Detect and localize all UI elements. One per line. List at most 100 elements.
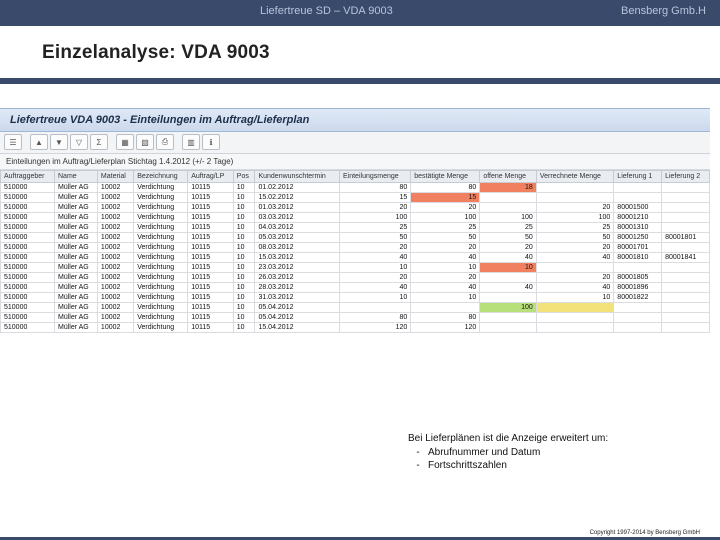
table-cell — [536, 263, 613, 273]
table-cell: 80001896 — [614, 283, 662, 293]
table-row[interactable]: 510000Müller AG10002Verdichtung101151015… — [1, 253, 710, 263]
table-cell: 20 — [536, 203, 613, 213]
table-cell — [480, 273, 537, 283]
help-icon[interactable]: ℹ — [202, 134, 220, 150]
table-row[interactable]: 510000Müller AG10002Verdichtung101151008… — [1, 243, 710, 253]
table-cell: 20 — [411, 203, 480, 213]
table-cell: 80001701 — [614, 243, 662, 253]
grid[interactable]: AuftraggeberNameMaterialBezeichnungAuftr… — [0, 170, 710, 333]
table-cell: 20 — [340, 243, 411, 253]
table-cell: 15.03.2012 — [255, 253, 340, 263]
table-row[interactable]: 510000Müller AG10002Verdichtung101151028… — [1, 283, 710, 293]
table-cell: 100 — [411, 213, 480, 223]
table-cell — [662, 213, 710, 223]
table-cell: 80 — [411, 313, 480, 323]
table-row[interactable]: 510000Müller AG10002Verdichtung101151005… — [1, 233, 710, 243]
table-cell: 26.03.2012 — [255, 273, 340, 283]
table-cell: 120 — [411, 323, 480, 333]
sum-icon[interactable]: Σ — [90, 134, 108, 150]
excel-icon[interactable]: ▧ — [136, 134, 154, 150]
table-row[interactable]: 510000Müller AG10002Verdichtung101151023… — [1, 263, 710, 273]
column-header[interactable]: Einteilungsmenge — [340, 171, 411, 183]
column-header[interactable]: Bezeichnung — [134, 171, 188, 183]
column-header[interactable]: Kundenwunschtermin — [255, 171, 340, 183]
table-cell — [662, 243, 710, 253]
table-cell — [662, 303, 710, 313]
table-cell — [662, 183, 710, 193]
column-header[interactable]: Name — [55, 171, 98, 183]
table-row[interactable]: 510000Müller AG10002Verdichtung101151001… — [1, 203, 710, 213]
notes-bullet-1: Abrufnummer und Datum — [428, 447, 540, 458]
table-cell: 28.03.2012 — [255, 283, 340, 293]
table-cell: Müller AG — [55, 303, 98, 313]
table-row[interactable]: 510000Müller AG10002Verdichtung101151015… — [1, 193, 710, 203]
table-cell: 20 — [340, 273, 411, 283]
table-row[interactable]: 510000Müller AG10002Verdichtung101151026… — [1, 273, 710, 283]
table-cell: Verdichtung — [134, 243, 188, 253]
table-cell: 10115 — [188, 183, 234, 193]
divider-strip — [0, 78, 720, 84]
column-header[interactable]: Lieferung 1 — [614, 171, 662, 183]
table-cell: 510000 — [1, 183, 55, 193]
table-cell: 20 — [536, 273, 613, 283]
table-cell: 10 — [233, 293, 255, 303]
table-cell: 25 — [340, 223, 411, 233]
top-bar-brand: Bensberg Gmb.H — [621, 5, 706, 17]
table-cell — [536, 323, 613, 333]
table-cell: 10 — [233, 203, 255, 213]
table-cell: 100 — [340, 213, 411, 223]
table-cell: 510000 — [1, 313, 55, 323]
column-header[interactable]: Auftraggeber — [1, 171, 55, 183]
column-header[interactable]: Pos — [233, 171, 255, 183]
column-header[interactable]: Lieferung 2 — [662, 171, 710, 183]
table-cell: Müller AG — [55, 263, 98, 273]
column-header[interactable]: offene Menge — [480, 171, 537, 183]
table-cell — [480, 323, 537, 333]
filter-icon[interactable]: ▽ — [70, 134, 88, 150]
column-header[interactable]: bestätigte Menge — [411, 171, 480, 183]
table-cell: 80 — [340, 183, 411, 193]
table-cell: 80001500 — [614, 203, 662, 213]
table-cell — [536, 193, 613, 203]
table-cell: 510000 — [1, 203, 55, 213]
table-cell: 10 — [536, 293, 613, 303]
table-row[interactable]: 510000Müller AG10002Verdichtung101151003… — [1, 213, 710, 223]
table-row[interactable]: 510000Müller AG10002Verdichtung101151005… — [1, 303, 710, 313]
table-cell: 15.02.2012 — [255, 193, 340, 203]
table-cell: 80 — [340, 313, 411, 323]
column-header[interactable]: Material — [97, 171, 133, 183]
table-cell: 10 — [233, 323, 255, 333]
table-cell: 20 — [411, 243, 480, 253]
table-row[interactable]: 510000Müller AG10002Verdichtung101151031… — [1, 293, 710, 303]
table-row[interactable]: 510000Müller AG10002Verdichtung101151005… — [1, 313, 710, 323]
sort-asc-icon[interactable]: ▲ — [30, 134, 48, 150]
table-cell: 10 — [340, 293, 411, 303]
details-icon[interactable]: ☰ — [4, 134, 22, 150]
table-cell — [536, 303, 613, 313]
table-cell: 10 — [233, 243, 255, 253]
table-cell: 510000 — [1, 263, 55, 273]
table-cell: 10002 — [97, 193, 133, 203]
notes-bullet-2: Fortschrittszahlen — [428, 460, 507, 471]
table-row[interactable]: 510000Müller AG10002Verdichtung101151001… — [1, 183, 710, 193]
table-cell: 510000 — [1, 233, 55, 243]
table-cell: 40 — [340, 253, 411, 263]
export-icon[interactable]: ▦ — [116, 134, 134, 150]
table-cell: 510000 — [1, 283, 55, 293]
layout-icon[interactable]: ▥ — [182, 134, 200, 150]
sort-desc-icon[interactable]: ▼ — [50, 134, 68, 150]
table-cell: 08.03.2012 — [255, 243, 340, 253]
table-cell — [662, 293, 710, 303]
table-row[interactable]: 510000Müller AG10002Verdichtung101151015… — [1, 323, 710, 333]
table-cell: 10002 — [97, 233, 133, 243]
table-cell: 40 — [536, 253, 613, 263]
table-cell: 10 — [233, 213, 255, 223]
table-cell: 10 — [233, 283, 255, 293]
print-icon[interactable]: ⎙ — [156, 134, 174, 150]
column-header[interactable]: Verrechnete Menge — [536, 171, 613, 183]
table-row[interactable]: 510000Müller AG10002Verdichtung101151004… — [1, 223, 710, 233]
table-cell: 10115 — [188, 203, 234, 213]
column-header[interactable]: Auftrag/LP — [188, 171, 234, 183]
table-cell — [614, 313, 662, 323]
table-cell: 05.04.2012 — [255, 313, 340, 323]
